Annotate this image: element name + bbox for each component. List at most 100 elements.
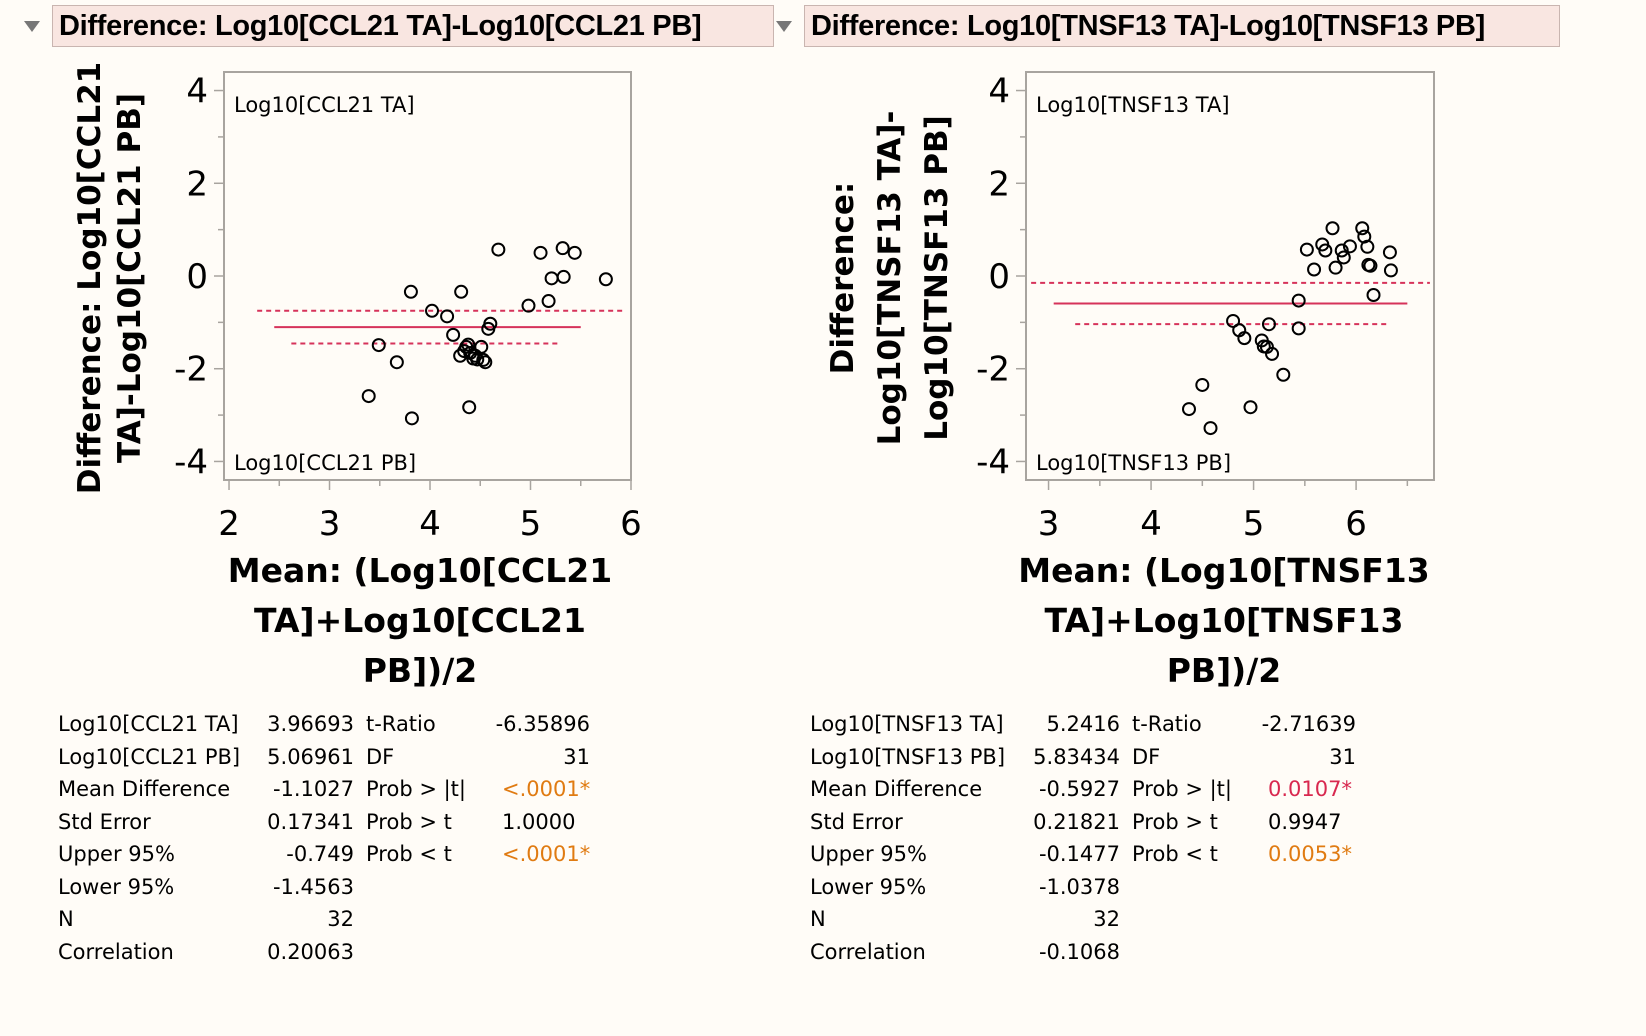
test-label: Prob > t — [366, 809, 452, 834]
stat-value: 0.17341 — [267, 809, 354, 834]
y-axis-label-line: TA]-Log10[CCL21 PB] — [112, 93, 148, 463]
data-point — [478, 355, 493, 370]
test-value: 31 — [1329, 744, 1356, 769]
data-point — [555, 241, 570, 256]
data-point — [440, 309, 455, 324]
test-value: 31 — [563, 744, 590, 769]
data-point — [483, 316, 498, 331]
x-axis-label-line: TA]+Log10[CCL21 — [254, 601, 586, 640]
bottom-corner-label: Log10[CCL21 PB] — [234, 451, 416, 475]
stat-label: Log10[TNSF13 TA] — [810, 712, 1004, 736]
stat-value: -0.5927 — [1038, 777, 1120, 801]
stat-value: -0.749 — [286, 842, 354, 866]
x-axis-label-line: PB])/2 — [363, 651, 478, 690]
stat-label: Std Error — [810, 809, 903, 834]
stat-value: 5.06961 — [267, 744, 354, 769]
test-label: Prob > |t| — [366, 777, 466, 801]
stat-value: 5.83434 — [1033, 744, 1120, 769]
stat-value: -0.1477 — [1038, 842, 1120, 866]
test-label: DF — [366, 744, 395, 769]
y-tick-label: -2 — [976, 350, 1010, 390]
stat-label: Log10[CCL21 PB] — [58, 744, 241, 769]
data-point — [361, 389, 376, 404]
stat-value: 3.96693 — [267, 712, 354, 736]
stat-label: Upper 95% — [810, 842, 927, 866]
data-point — [567, 245, 582, 260]
y-tick-label: 2 — [988, 164, 1010, 204]
bottom-corner-label: Log10[TNSF13 PB] — [1036, 451, 1231, 475]
stat-label: Mean Difference — [810, 777, 983, 801]
x-tick-label: 5 — [520, 504, 542, 544]
data-point — [1342, 239, 1357, 254]
test-value: 0.0053* — [1268, 842, 1352, 866]
stat-value: 32 — [327, 907, 354, 931]
ccl21-title[interactable]: Difference: Log10[CCL21 TA]-Log10[CCL21 … — [52, 5, 774, 47]
test-label: t-Ratio — [366, 712, 436, 736]
tnsf13-title[interactable]: Difference: Log10[TNSF13 TA]-Log10[TNSF1… — [804, 5, 1560, 47]
stat-value: -0.1068 — [1038, 939, 1120, 964]
test-value: 1.0000 — [502, 809, 576, 834]
x-tick-label: 6 — [1345, 504, 1367, 544]
data-point — [389, 355, 404, 370]
stat-value: 5.2416 — [1046, 712, 1120, 736]
stat-label: Lower 95% — [810, 874, 927, 899]
x-axis-label-line: Mean: (Log10[TNSF13 — [1018, 551, 1429, 590]
data-point — [1181, 402, 1196, 417]
stat-label: Log10[TNSF13 PB] — [810, 744, 1006, 769]
plot-frame — [223, 71, 632, 481]
ccl21-header: Difference: Log10[CCL21 TA]-Log10[CCL21 … — [24, 4, 774, 48]
data-point — [598, 272, 613, 287]
stat-label: Log10[CCL21 TA] — [58, 712, 239, 736]
y-tick-label: 4 — [186, 72, 208, 112]
data-point — [476, 352, 491, 367]
data-point — [1291, 293, 1306, 308]
stat-label: Correlation — [810, 939, 926, 964]
y-tick-label: 0 — [186, 257, 208, 297]
stat-label: N — [810, 907, 826, 931]
plot-frame — [1025, 71, 1435, 481]
top-corner-label: Log10[CCL21 TA] — [234, 93, 415, 117]
disclosure-triangle-icon[interactable] — [24, 20, 40, 32]
data-point — [404, 411, 419, 426]
test-value: -2.71639 — [1261, 712, 1356, 736]
x-tick-label: 2 — [218, 504, 240, 544]
disclosure-triangle-icon[interactable] — [776, 20, 792, 32]
tnsf13-header: Difference: Log10[TNSF13 TA]-Log10[TNSF1… — [776, 4, 1560, 48]
data-point — [1299, 242, 1314, 257]
data-point — [1318, 243, 1333, 258]
y-tick-label: -2 — [174, 350, 208, 390]
y-axis-label-line: Difference: Log10[CCL21 — [72, 62, 108, 494]
stat-label: Correlation — [58, 939, 174, 964]
data-point — [1328, 260, 1343, 275]
stat-value: 32 — [1093, 907, 1120, 931]
data-point — [1334, 243, 1349, 258]
x-tick-label: 3 — [319, 504, 341, 544]
test-value: -6.35896 — [495, 712, 590, 736]
data-point — [446, 327, 461, 342]
x-tick-label: 4 — [419, 504, 441, 544]
data-point — [1325, 221, 1340, 236]
x-axis-label-line: PB])/2 — [1167, 651, 1282, 690]
top-corner-label: Log10[TNSF13 TA] — [1036, 93, 1230, 117]
data-point — [1195, 377, 1210, 392]
stat-value: 0.20063 — [267, 939, 354, 964]
data-point — [1261, 317, 1276, 332]
test-label: Prob > |t| — [1132, 777, 1232, 801]
data-point — [425, 303, 440, 318]
data-point — [403, 284, 418, 299]
y-tick-label: -4 — [174, 442, 208, 482]
stat-label: Std Error — [58, 809, 151, 834]
y-axis-label-line: Log10[TNSF13 PB] — [919, 115, 955, 441]
data-point — [1203, 421, 1218, 436]
test-value: 0.9947 — [1268, 809, 1342, 834]
data-point — [1237, 331, 1252, 346]
data-point — [521, 298, 536, 313]
stat-value: -1.4563 — [272, 874, 354, 899]
data-point — [1307, 262, 1322, 277]
data-point — [541, 294, 556, 309]
y-tick-label: -4 — [976, 442, 1010, 482]
data-point — [1265, 346, 1280, 361]
x-tick-label: 6 — [620, 504, 642, 544]
